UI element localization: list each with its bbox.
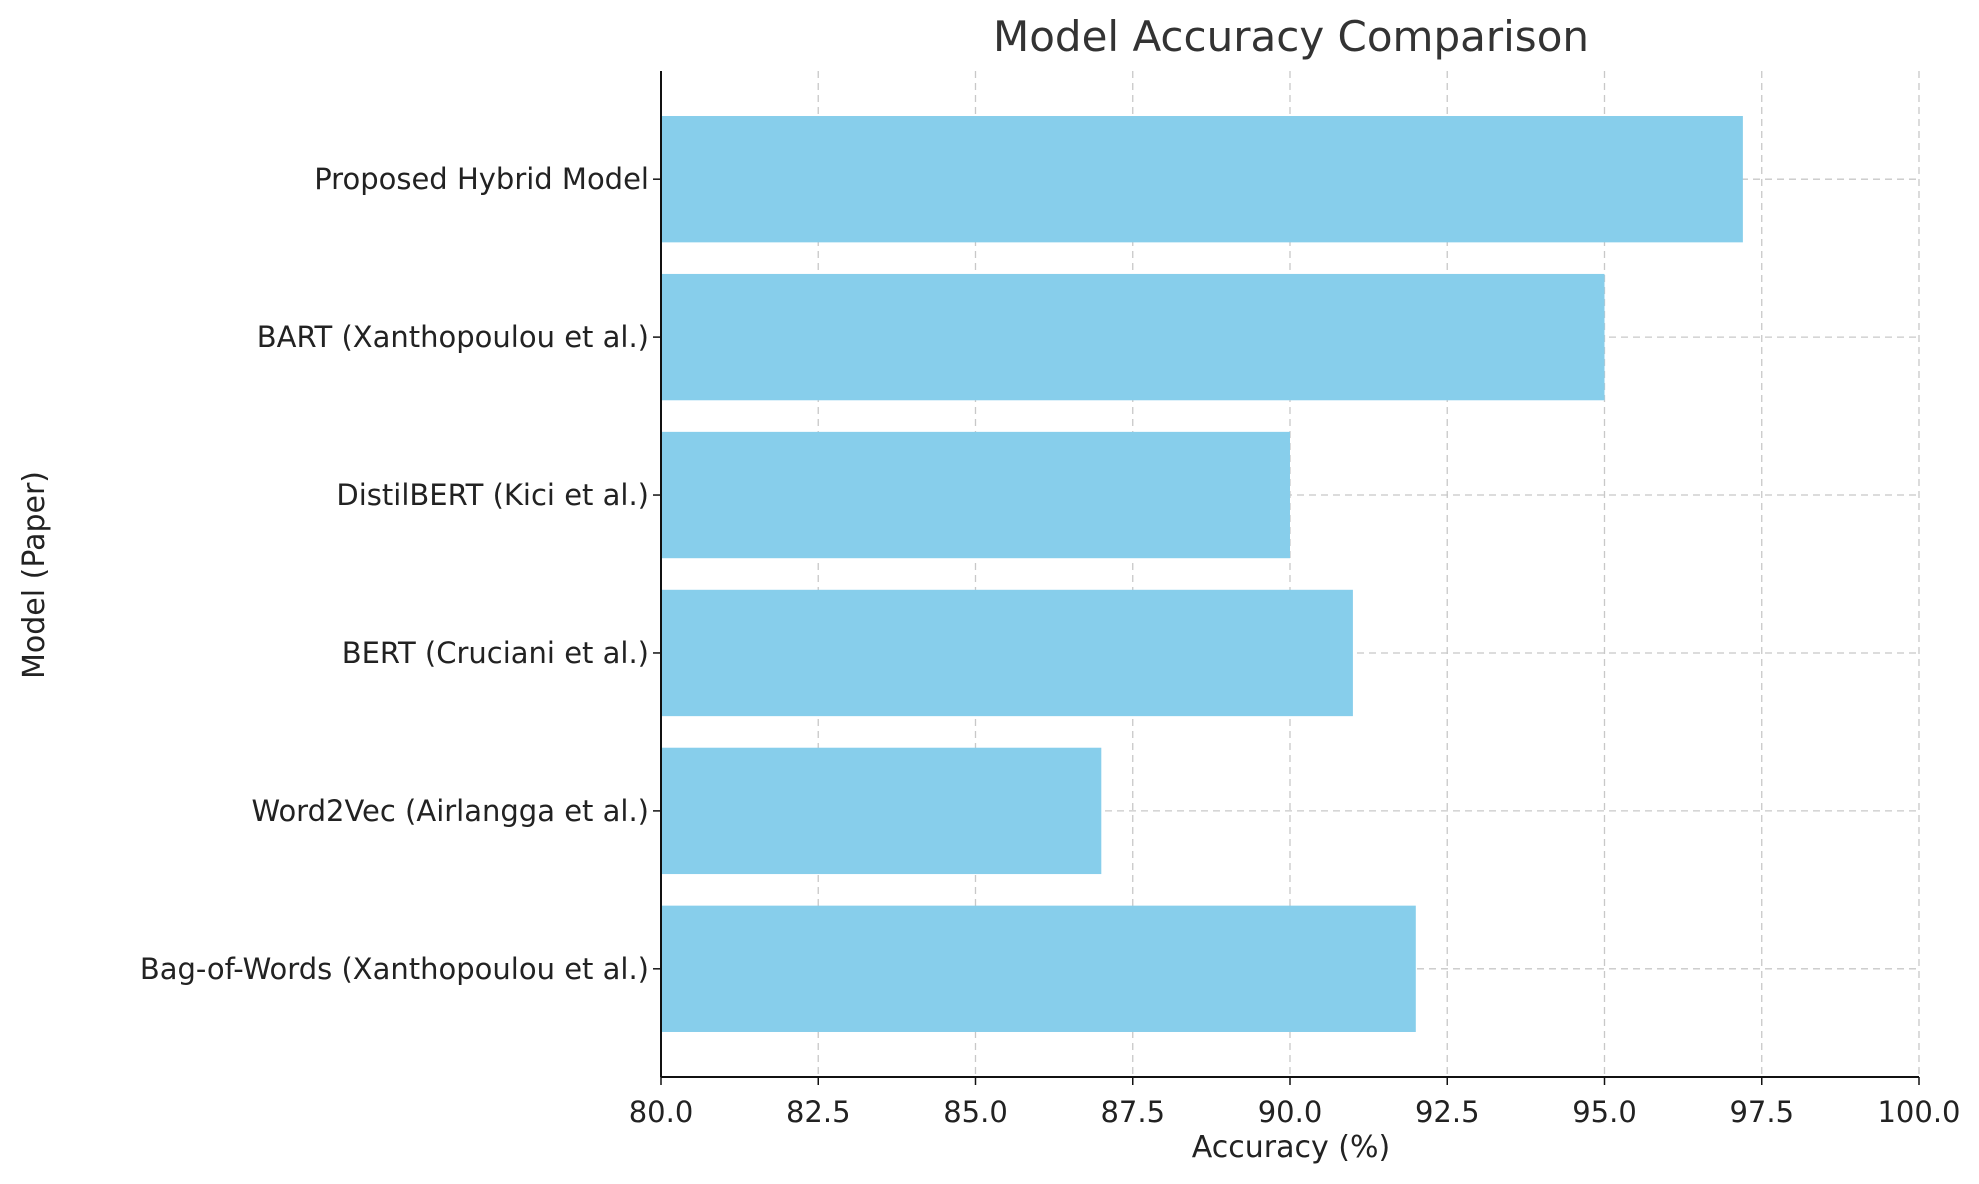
chart-title: Model Accuracy Comparison [993,12,1589,61]
x-axis-label: Accuracy (%) [1192,1130,1390,1165]
y-tick-label: Bag-of-Words (Xanthopoulou et al.) [140,952,649,986]
x-tick-label: 82.5 [786,1095,851,1129]
bar [661,273,1605,401]
x-tick-label: 92.5 [1415,1095,1480,1129]
y-tick-label: DistilBERT (Kici et al.) [336,478,649,512]
x-tick-label: 85.0 [943,1095,1008,1129]
y-tick-label: BERT (Cruciani et al.) [342,636,649,670]
x-tick-label: 90.0 [1258,1095,1323,1129]
labels-layer: Model Accuracy Comparison Accuracy (%) M… [17,12,1961,1165]
x-tick-label: 80.0 [629,1095,694,1129]
bar [661,116,1743,243]
bar [661,589,1353,717]
bars-layer [661,116,1743,1032]
y-axis-label: Model (Paper) [17,471,52,679]
x-tick-label: 87.5 [1100,1095,1165,1129]
x-tick-label: 100.0 [1877,1095,1960,1129]
y-tick-label: Proposed Hybrid Model [314,162,649,196]
x-tick-label: 97.5 [1729,1095,1794,1129]
y-tick-label: BART (Xanthopoulou et al.) [257,320,649,354]
y-tick-label: Word2Vec (Airlangga et al.) [251,794,649,828]
bar [661,747,1102,875]
x-tick-label: 95.0 [1572,1095,1637,1129]
axes-layer [653,71,1920,1085]
bar [661,431,1290,559]
bar [661,905,1416,1032]
